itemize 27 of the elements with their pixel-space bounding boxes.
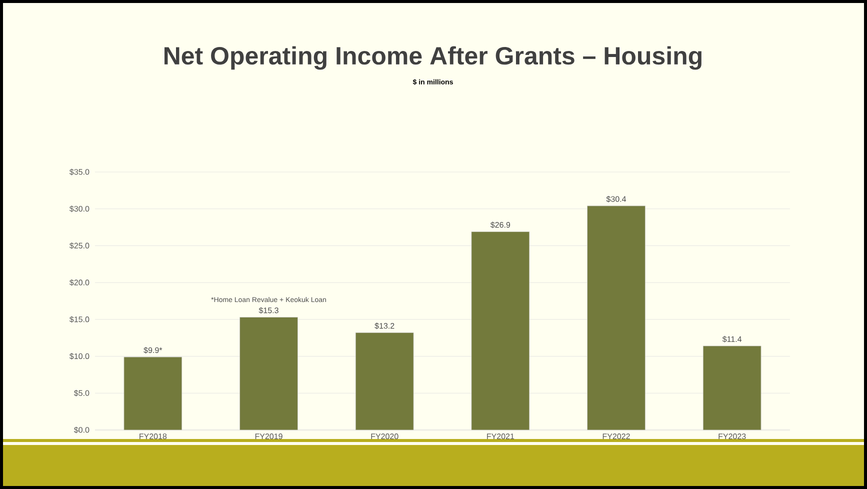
x-tick-label: FY2020 [371,434,398,440]
y-tick-label: $30.0 [70,206,90,212]
bar [702,346,762,430]
data-label: $9.9* [144,346,162,354]
data-label: $30.4 [606,196,626,202]
y-tick-label: $25.0 [70,242,90,249]
bar [240,317,298,430]
x-tick-label: FY2022 [602,434,630,440]
y-tick-label: $5.0 [74,390,90,396]
x-tick-label: FY2018 [140,434,167,440]
bar [471,232,530,430]
data-label: $26.9 [490,222,510,228]
data-label: $11.4 [722,336,742,342]
bar [587,206,646,430]
x-tick-label: FY2021 [487,434,514,440]
y-tick-label: $10.0 [70,353,90,360]
y-tick-label: $35.0 [70,168,90,176]
data-label: $15.3 [258,307,278,314]
bar [124,356,182,430]
x-tick-label: FY2019 [255,434,282,440]
y-tick-label: $15.0 [70,316,90,323]
y-tick-label: $20.0 [70,279,90,286]
chart-title: Net Operating Income After Grants – Housing [164,46,702,70]
data-label: $13.2 [374,322,394,330]
x-tick-label: FY2023 [718,434,746,440]
y-tick-label: $0.0 [74,426,90,434]
bar [355,332,414,430]
